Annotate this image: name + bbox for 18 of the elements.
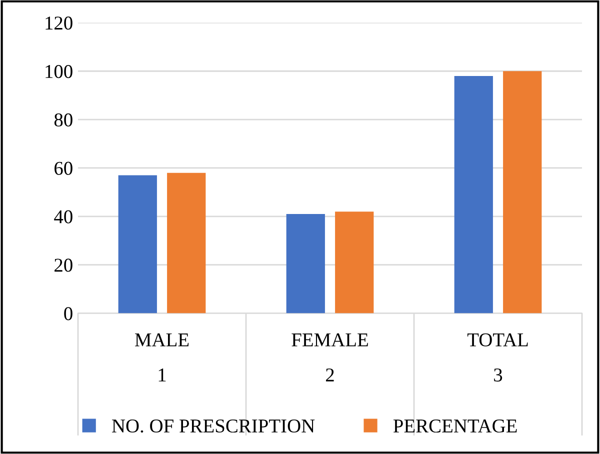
y-tick-label: 20 <box>54 258 72 272</box>
y-tick-label: 120 <box>46 16 72 30</box>
bar <box>286 214 325 314</box>
bar <box>167 172 206 314</box>
x-tick-label: TOTAL 3 <box>467 333 528 382</box>
bar <box>454 76 493 314</box>
y-tick-label: 100 <box>46 64 72 78</box>
bar <box>335 212 374 314</box>
bar <box>503 71 542 314</box>
legend-label: PERCENTAGE <box>393 419 517 433</box>
y-tick-label: 80 <box>54 113 72 126</box>
y-tick-label: 40 <box>54 210 72 224</box>
legend-label: NO. OF PRESCRIPTION <box>112 419 315 433</box>
bar <box>118 175 157 314</box>
y-tick-label: 60 <box>54 162 72 175</box>
x-tick-label: FEMALE 2 <box>292 333 368 382</box>
y-tick-label: 0 <box>64 307 72 320</box>
x-tick-label: MALE 1 <box>135 333 189 382</box>
